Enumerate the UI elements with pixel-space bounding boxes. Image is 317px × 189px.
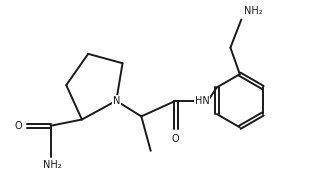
Text: HN: HN [195, 96, 210, 106]
Text: O: O [15, 121, 23, 131]
Text: N: N [113, 96, 120, 106]
Text: O: O [172, 134, 179, 144]
Text: NH₂: NH₂ [43, 160, 61, 170]
Text: NH₂: NH₂ [244, 6, 263, 16]
